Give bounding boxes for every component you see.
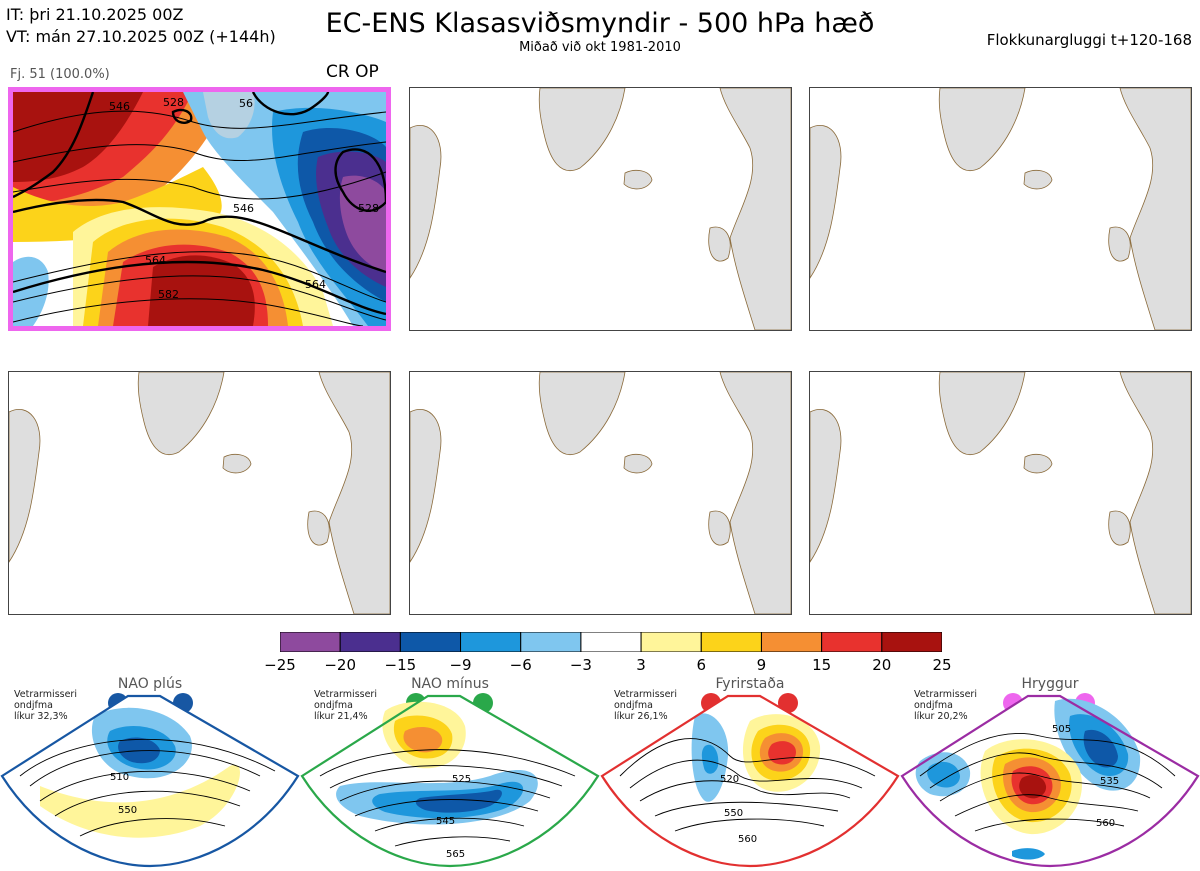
colorbar-cell: [821, 632, 883, 652]
regime-ridge[interactable]: Hryggur Vetrarmisseri ondjfma líkur 20,2…: [900, 676, 1200, 871]
cluster-code: CR OP: [326, 62, 379, 82]
cluster-map-2[interactable]: [409, 87, 792, 331]
contour-label: 525: [452, 774, 471, 785]
colorbar-cell: [339, 632, 401, 652]
regime-info: Vetrarmisseri ondjfma líkur 20,2%: [914, 689, 977, 722]
cluster-members: Fj. 51 (100.0%): [10, 67, 110, 82]
map-outline: [410, 88, 791, 330]
contour-label: 505: [1052, 724, 1071, 735]
contour-label: 550: [724, 808, 743, 819]
regime-title: Fyrirstaða: [715, 676, 785, 692]
contour-label: 520: [720, 774, 739, 785]
contour-label: 535: [1100, 776, 1119, 787]
regime-title: NAO mínus: [411, 676, 489, 692]
colorbar-cell: [760, 632, 823, 652]
contour-label: 510: [110, 772, 129, 783]
colorbar: [280, 632, 942, 652]
colorbar-tick-label: 25: [932, 656, 952, 674]
colorbar-tick-label: 3: [636, 656, 646, 674]
regime-info: Vetrarmisseri ondjfma líkur 21,4%: [314, 689, 377, 722]
page-subtitle: Miðað við okt 1981-2010: [519, 40, 681, 55]
header-times: IT: þri 21.10.2025 00Z VT: mán 27.10.202…: [6, 4, 276, 48]
regime-map: 510 550: [0, 693, 300, 868]
cluster-map-6[interactable]: [809, 371, 1192, 615]
regime-marker-dot: [778, 693, 798, 713]
colorbar-tick-label: −3: [569, 656, 592, 674]
colorbar-cell: [460, 632, 522, 652]
map-outline: [9, 372, 390, 614]
colorbar-tick-label: 6: [696, 656, 707, 674]
contour-label: 582: [158, 288, 179, 301]
cluster-map-1-svg: 528 528 546 546 564 564 582 56: [13, 92, 386, 326]
init-time: IT: þri 21.10.2025 00Z: [6, 5, 184, 24]
cluster-map-5[interactable]: [409, 371, 792, 615]
colorbar-cell: [881, 632, 942, 652]
contour-label: 564: [305, 278, 326, 291]
colorbar-tick-label: 9: [756, 656, 767, 674]
colorbar-tick-label: −25: [264, 656, 296, 674]
colorbar-cell: [280, 632, 341, 652]
colorbar-tick-label: −20: [324, 656, 356, 674]
colorbar-tick-label: −9: [449, 656, 472, 674]
regime-map: 520 550 560: [600, 693, 900, 868]
contour-label: 564: [145, 254, 166, 267]
regime-nao-plus[interactable]: NAO plús Vetrarmisseri ondjfma líkur 32,…: [0, 676, 300, 871]
contour-label: 546: [233, 202, 254, 215]
colorbar-cell: [580, 632, 642, 652]
regime-info: Vetrarmisseri ondjfma líkur 26,1%: [614, 689, 677, 722]
contour-label: 560: [1096, 818, 1115, 829]
regime-title: Hryggur: [1021, 676, 1079, 692]
colorbar-tick-label: 15: [812, 656, 832, 674]
map-outline: [410, 372, 791, 614]
contour-label: 545: [436, 816, 455, 827]
colorbar-cell: [399, 632, 462, 652]
contour-label: 528: [358, 202, 379, 215]
cluster-map-4[interactable]: [8, 371, 391, 615]
page-title: EC-ENS Klasasviðsmyndir - 500 hPa hæð: [325, 8, 875, 39]
colorbar-cell: [640, 632, 702, 652]
regime-info: Vetrarmisseri ondjfma líkur 32,3%: [14, 689, 77, 722]
regime-map: 525 545 565: [300, 693, 600, 868]
colorbar-cell: [700, 632, 762, 652]
cluster-map-3[interactable]: [809, 87, 1192, 331]
map-outline: [810, 372, 1191, 614]
regime-blocking[interactable]: Fyrirstaða Vetrarmisseri ondjfma líkur 2…: [600, 676, 900, 871]
contour-label: 56: [239, 97, 253, 110]
contour-label: 565: [446, 849, 465, 860]
classification-window: Flokkunargluggi t+120-168: [986, 31, 1192, 49]
contour-label: 550: [118, 805, 137, 816]
contour-label: 560: [738, 834, 757, 845]
regime-nao-minus[interactable]: NAO mínus Vetrarmisseri ondjfma líkur 21…: [300, 676, 600, 871]
map-outline: [810, 88, 1191, 330]
regime-title: NAO plús: [117, 676, 183, 692]
colorbar-tick-label: −6: [509, 656, 532, 674]
contour-label: 546: [109, 100, 130, 113]
colorbar-tick-label: 20: [872, 656, 892, 674]
regime-map: 505 535 560: [900, 693, 1200, 868]
colorbar-tick-label: −15: [384, 656, 417, 674]
valid-time: VT: mán 27.10.2025 00Z (+144h): [6, 27, 276, 46]
contour-label: 528: [163, 96, 184, 109]
colorbar-cell: [520, 632, 582, 652]
cluster-map-1[interactable]: 528 528 546 546 564 564 582 56: [8, 87, 391, 331]
